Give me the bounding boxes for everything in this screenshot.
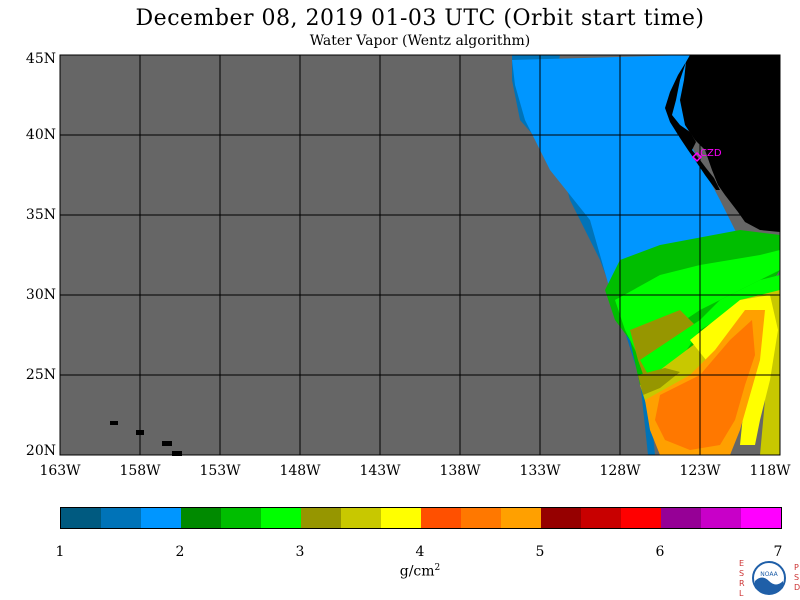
colorbar-swatch-8 [341, 508, 381, 528]
colorbar-swatch-13 [541, 508, 581, 528]
lat-label-25n: 25N [25, 367, 56, 383]
lon-label-128w: 128W [599, 463, 641, 479]
lon-label-163w: 163W [39, 463, 81, 479]
land-coast-detail [665, 62, 720, 190]
colorbar-swatch-4 [181, 508, 221, 528]
logo-letter-r: R [739, 579, 745, 588]
map-frame [59, 54, 781, 456]
lon-label-148w: 148W [279, 463, 321, 479]
colorbar-swatch-10 [421, 508, 461, 528]
colorbar-units: g/cm2 [380, 563, 460, 580]
color-scale-bar [60, 507, 782, 529]
colorbar-swatch-14 [581, 508, 621, 528]
colorbar-tick-7: 7 [773, 544, 783, 560]
lon-label-143w: 143W [359, 463, 401, 479]
colorbar-swatch-15 [621, 508, 661, 528]
logo-letter-p: P [794, 563, 799, 572]
colorbar-tick-4: 4 [415, 544, 425, 560]
land-hawaii-maui [162, 441, 172, 446]
units-exponent: 2 [434, 563, 441, 573]
units-base: g/cm [399, 563, 435, 580]
lon-label-123w: 123W [679, 463, 721, 479]
logo-noaa-text: NOAA [760, 571, 778, 578]
map-title: December 08, 2019 01-03 UTC (Orbit start… [135, 6, 705, 31]
colorbar-swatch-12 [501, 508, 541, 528]
lon-label-133w: 133W [519, 463, 561, 479]
wv-band-orange [655, 320, 755, 450]
land-hawaii-kauai [110, 421, 118, 425]
station-label: CZD [700, 148, 722, 159]
colorbar-swatch-5 [221, 508, 261, 528]
logo-letter-s2: S [794, 573, 799, 582]
lat-label-30n: 30N [25, 287, 56, 303]
colorbar-swatch-9 [381, 508, 421, 528]
station-marker-czd: CZD [691, 148, 722, 163]
colorbar-swatch-2 [101, 508, 141, 528]
colorbar-tick-5: 5 [535, 544, 545, 560]
lon-label-153w: 153W [199, 463, 241, 479]
colorbar-swatch-1 [61, 508, 101, 528]
lon-label-158w: 158W [119, 463, 161, 479]
lat-label-40n: 40N [25, 127, 56, 143]
colorbar-swatch-11 [461, 508, 501, 528]
lon-label-118w: 118W [749, 463, 791, 479]
lat-label-45n: 45N [25, 51, 56, 67]
logo-letter-l: L [739, 589, 744, 598]
map-subtitle: Water Vapor (Wentz algorithm) [309, 33, 531, 49]
station-diamond-icon [691, 151, 703, 163]
colorbar-swatch-6 [261, 508, 301, 528]
colorbar-swatch-17 [701, 508, 741, 528]
lon-label-138w: 138W [439, 463, 481, 479]
graticule [59, 54, 781, 456]
colorbar-swatch-16 [661, 508, 701, 528]
colorbar-tick-1: 1 [55, 544, 65, 560]
lat-label-35n: 35N [25, 207, 56, 223]
noaa-esrl-psd-logo: E S R L P S D NOAA [739, 559, 800, 598]
logo-letter-e: E [739, 559, 744, 568]
logo-letter-d: D [794, 583, 800, 592]
colorbar-swatch-3 [141, 508, 181, 528]
colorbar-swatch-7 [301, 508, 341, 528]
colorbar-tick-3: 3 [295, 544, 305, 560]
colorbar-tick-6: 6 [655, 544, 665, 560]
logo-letter-s: S [739, 569, 744, 578]
land-hawaii-big-island [172, 451, 182, 456]
colorbar-swatch-18 [741, 508, 781, 528]
land-north-america [680, 55, 780, 232]
lat-label-20n: 20N [25, 443, 56, 459]
colorbar-tick-2: 2 [175, 544, 185, 560]
